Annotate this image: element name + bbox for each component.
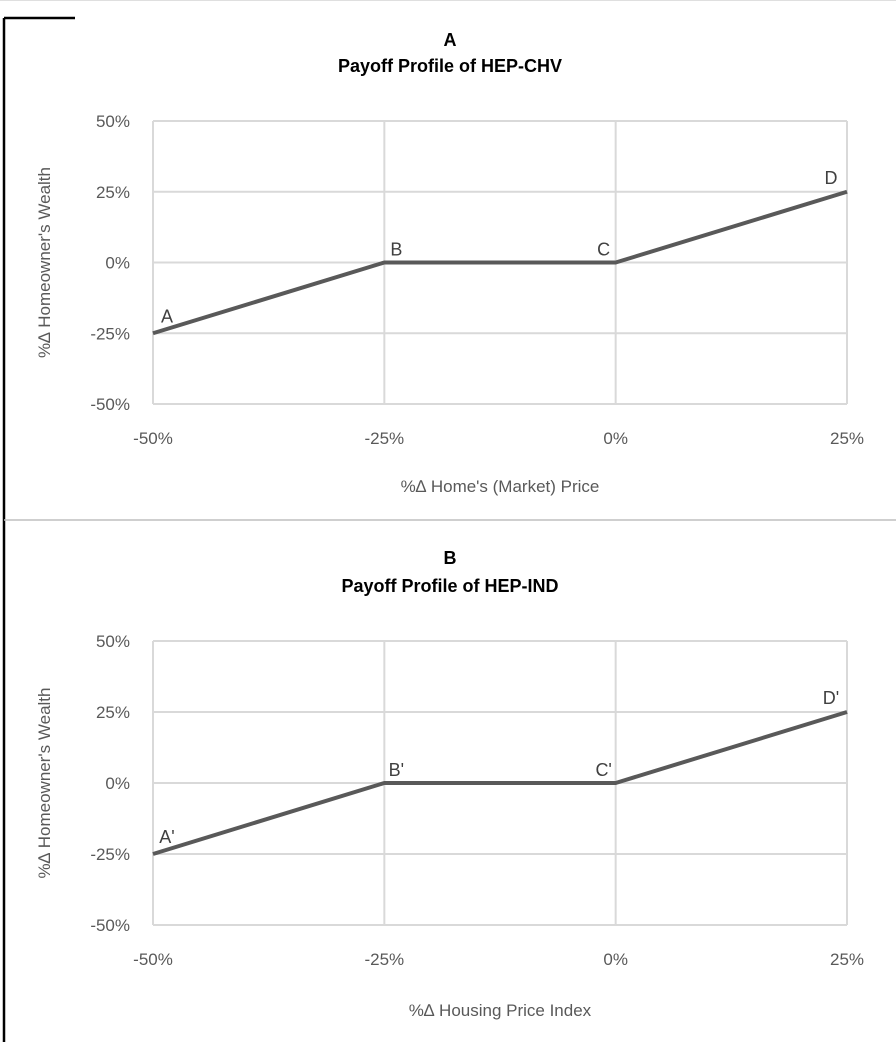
panel-b-series-line [152,710,848,856]
panel-b-x-axis-label: %∆ Housing Price Index [409,1001,592,1020]
panel-b-y-tick-label: -25% [90,845,130,864]
panel-a-title: A [444,30,457,50]
panel-a-x-axis-label: %∆ Home's (Market) Price [401,477,600,496]
panel-b-title: B [444,548,457,568]
panel-b-point-label: B' [389,760,404,780]
panel-b-point-label: A' [159,827,174,847]
panel-b-y-tick-label: 0% [105,774,130,793]
panel-a-y-axis-label: %∆ Homeowner's Wealth [35,167,54,358]
panel-b-y-axis-label: %∆ Homeowner's Wealth [35,688,54,879]
panel-a-y-tick-label: 0% [105,254,130,273]
panel-a-point-label: C [597,240,610,260]
panel-b-y-tick-label: -50% [90,916,130,935]
panel-a-series-line [152,189,848,336]
panel-a-x-tick-label: 0% [603,429,628,448]
panel-a-y-tick-label: -50% [90,395,130,414]
panel-a-x-tick-label: -25% [364,429,404,448]
panel-b-x-tick-label: -50% [133,950,173,969]
panel-a-y-tick-label: 50% [96,112,130,131]
panel-a-y-tick-label: -25% [90,324,130,343]
panel-a-point-label: A [161,306,173,326]
panel-a-x-tick-label: 25% [830,429,864,448]
panel-b-x-tick-label: 0% [603,950,628,969]
panel-b-subtitle: Payoff Profile of HEP-IND [341,576,558,596]
panel-b-y-tick-label: 25% [96,703,130,722]
panel-a-point-label: B [390,240,402,260]
panel-b-x-tick-label: 25% [830,950,864,969]
panel-b-point-label: D' [823,688,839,708]
panel-b-point-label: C' [595,760,611,780]
panel-b-y-tick-label: 50% [96,632,130,651]
panel-a-y-tick-label: 25% [96,183,130,202]
panel-b: B Payoff Profile of HEP-IND -50% -25% 0% 25% 5… [35,548,864,1020]
panel-a: A Payoff Profile of HEP-CHV -50% -25% 0% 25% 5… [35,30,864,496]
panel-a-point-label: D [825,168,838,188]
panel-a-subtitle: Payoff Profile of HEP-CHV [338,56,562,76]
panel-a-x-tick-label: -50% [133,429,173,448]
panel-b-x-tick-label: -25% [364,950,404,969]
